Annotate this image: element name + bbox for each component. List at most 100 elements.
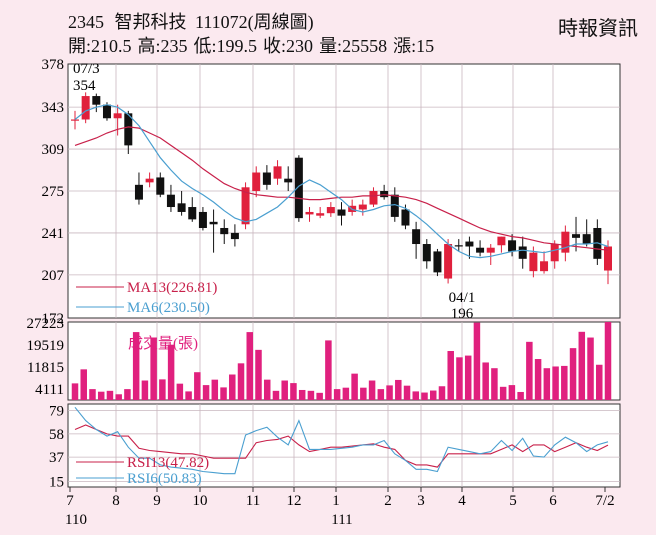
ma-line-1: [74, 104, 609, 259]
rsi-y-tick: 58: [49, 427, 64, 443]
volume-bar: [377, 389, 385, 400]
price-y-tick: 309: [42, 142, 65, 158]
x-tick-label: 11: [246, 493, 260, 509]
ma-legend-label-1: MA6(230.50): [127, 300, 210, 316]
volume-bar: [473, 322, 481, 400]
stat-1: 高:235: [137, 36, 188, 56]
volume-bar: [316, 392, 323, 400]
candle: [369, 191, 378, 205]
candle: [604, 246, 612, 271]
candle: [273, 166, 282, 179]
volume-bar: [412, 391, 420, 400]
candle: [476, 247, 485, 253]
volume-bar: [526, 341, 533, 400]
volume-bar: [482, 362, 489, 400]
low-annotation-value: 196: [451, 306, 474, 322]
x-tick-label: 12: [287, 493, 302, 509]
candle: [316, 213, 325, 216]
volume-bar: [298, 389, 306, 400]
candle: [582, 234, 591, 245]
candle: [124, 113, 133, 146]
rsi-line-0: [74, 424, 609, 468]
volume-bar: [272, 390, 280, 400]
low-annotation-date: 04/1: [449, 290, 476, 306]
volume-y-tick: 4111: [35, 382, 64, 398]
stat-4: 量:25558: [319, 36, 388, 56]
volume-bar: [604, 322, 612, 400]
x-tick-label: 2: [384, 493, 392, 509]
volume-bar: [543, 368, 551, 400]
volume-bar: [124, 389, 131, 400]
candle: [380, 191, 389, 198]
volume-bar: [438, 386, 446, 400]
volume-bar: [578, 331, 586, 400]
candle: [508, 240, 517, 252]
candle: [444, 244, 453, 279]
rsi-line-1: [74, 406, 609, 475]
volume-bar: [333, 389, 341, 400]
candle: [401, 209, 410, 226]
volume-bar: [534, 359, 542, 400]
price-y-tick: 172: [42, 311, 65, 327]
volume-bar: [246, 332, 254, 400]
candle: [92, 96, 101, 105]
volume-bar: [517, 391, 524, 400]
price-y-tick: 207: [42, 268, 65, 284]
candle: [390, 194, 399, 217]
volume-bar: [561, 365, 568, 400]
volume-bar: [176, 383, 184, 400]
volume-bar: [569, 348, 577, 400]
volume-bar: [237, 363, 245, 400]
rsi-panel: [67, 403, 621, 488]
candle: [262, 172, 271, 185]
candle: [454, 245, 463, 247]
candle: [518, 246, 527, 259]
candle: [220, 227, 229, 235]
x-tick-label: 7/2: [595, 493, 614, 509]
price-y-tick: 241: [42, 226, 65, 242]
volume-title: 成交量(張): [128, 334, 198, 352]
volume-y-tick: 11815: [27, 360, 64, 376]
volume-bar: [499, 386, 507, 400]
volume-bar: [552, 366, 559, 400]
chart-title: 2345 智邦科技 111072(周線圖): [68, 8, 314, 34]
candle: [540, 261, 549, 272]
candle: [241, 187, 250, 225]
candle: [497, 236, 506, 246]
stock-code: 2345: [68, 12, 104, 32]
volume-bar: [159, 379, 166, 400]
volume-bar: [456, 357, 463, 400]
candle: [486, 247, 495, 253]
volume-bar: [255, 349, 262, 400]
rsi-y-tick: 79: [49, 404, 64, 420]
price-y-tick: 275: [42, 184, 65, 200]
year-label: 110: [65, 512, 87, 528]
ma-legend-label-0: MA13(226.81): [127, 280, 217, 296]
ma-line-0: [74, 126, 609, 251]
x-tick-label: 1: [332, 493, 340, 509]
stat-0: 開:210.5: [68, 36, 132, 56]
volume-bar: [508, 385, 516, 400]
candle: [465, 241, 474, 247]
candle: [326, 207, 335, 214]
volume-bar: [185, 391, 192, 400]
candle: [188, 207, 197, 220]
volume-bar: [290, 383, 297, 400]
candle: [156, 177, 165, 195]
x-tick-label: 5: [509, 493, 517, 509]
candle: [572, 234, 581, 238]
volume-bar: [464, 355, 472, 400]
price-y-tick: 343: [42, 100, 65, 116]
high-annotation-value: 354: [73, 78, 96, 94]
candle: [102, 104, 111, 119]
volume-bar: [71, 383, 79, 400]
candle: [529, 252, 538, 272]
volume-bar: [491, 368, 498, 400]
chart-period: 111072(周線圖): [195, 12, 314, 32]
x-tick-label: 3: [417, 493, 425, 509]
stat-2: 低:199.5: [193, 36, 258, 56]
volume-bar: [368, 380, 376, 400]
volume-bar: [80, 369, 87, 400]
price-y-tick: 378: [42, 57, 65, 73]
